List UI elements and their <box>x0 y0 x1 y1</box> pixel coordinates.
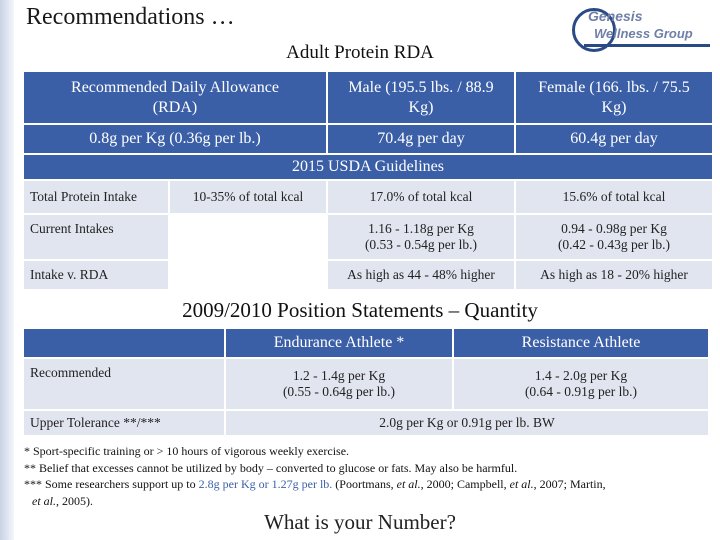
footnote-3-etal-1: et al. <box>396 477 421 491</box>
endurance-recommended-lb: (0.55 - 0.64g per lb.) <box>282 384 396 399</box>
footnote-3-etal-2: et al. <box>509 477 534 491</box>
footnote-2: ** Belief that excesses cannot be utiliz… <box>24 460 518 475</box>
footnote-3-continued: et al., 2005). <box>24 493 714 510</box>
male-rda-cell: 70.4g per day <box>328 125 514 153</box>
current-intakes-label: Current Intakes <box>30 221 114 236</box>
current-intakes-male-kg: 1.16 - 1.18g per Kg <box>368 220 474 236</box>
total-protein-male: 17.0% of total kcal <box>369 188 473 204</box>
footnote-3-etal-3: et al. <box>32 493 56 508</box>
intake-v-rda-male: As high as 44 - 48% higher <box>347 266 495 282</box>
total-protein-female-cell: 15.6% of total kcal <box>516 181 712 213</box>
footnote-3-part-f: , 2005). <box>56 493 93 508</box>
rda-value-cell: 0.8g per Kg (0.36g per lb.) <box>24 125 326 153</box>
slide-title: Recommendations … <box>26 4 235 30</box>
upper-tolerance-label: Upper Tolerance **/*** <box>30 414 161 430</box>
upper-tolerance-value: 2.0g per Kg or 0.91g per lb. BW <box>379 414 555 430</box>
current-intakes-female-cell: 0.94 - 0.98g per Kg (0.42 - 0.43g per lb… <box>516 215 712 259</box>
total-protein-label: Total Protein Intake <box>30 188 138 204</box>
intake-v-rda-label: Intake v. RDA <box>30 266 109 282</box>
endurance-recommended-cell: 1.2 - 1.4g per Kg (0.55 - 0.64g per lb.) <box>226 359 452 409</box>
closing-question: What is your Number? <box>264 510 456 534</box>
resistance-header-cell: Resistance Athlete <box>454 329 708 357</box>
logo-text-line2: Wellness Group <box>594 26 693 41</box>
recommended-label-cell: Recommended <box>24 359 224 409</box>
total-protein-male-cell: 17.0% of total kcal <box>328 181 514 213</box>
current-intakes-female-lb: (0.42 - 0.43g per lb.) <box>557 237 671 252</box>
rda-header-cell: Recommended Daily Allowance (RDA) <box>24 72 326 123</box>
female-rda-value: 60.4g per day <box>570 130 658 148</box>
logo-ring-icon <box>572 8 616 52</box>
male-header-cell: Male (195.5 lbs. / 88.9 Kg) <box>328 72 514 123</box>
recommended-label: Recommended <box>30 365 111 380</box>
male-rda-value: 70.4g per day <box>377 130 465 148</box>
footnote-1: * Sport-specific training or > 10 hours … <box>24 444 350 458</box>
resistance-recommended-cell: 1.4 - 2.0g per Kg (0.64 - 0.91g per lb.) <box>454 359 708 409</box>
guidelines-header: 2015 USDA Guidelines <box>24 155 712 179</box>
position-statements-title: 2009/2010 Position Statements – Quantity <box>182 298 538 322</box>
resistance-header: Resistance Athlete <box>521 334 641 352</box>
upper-tolerance-value-cell: 2.0g per Kg or 0.91g per lb. BW <box>226 411 708 435</box>
footnote-3: *** Some researchers support up to 2.8g … <box>24 476 714 493</box>
rda-header-label: Recommended Daily Allowance (RDA) <box>71 79 279 116</box>
logo-underline <box>584 44 710 47</box>
resistance-recommended-kg: 1.4 - 2.0g per Kg <box>534 367 628 383</box>
female-rda-cell: 60.4g per day <box>516 125 712 153</box>
intake-v-rda-range-cell <box>170 261 326 289</box>
endurance-header-cell: Endurance Athlete * <box>226 329 452 357</box>
footnote-3-part-d: , 2000; Campbell, <box>420 477 510 491</box>
position-header-blank <box>24 329 224 357</box>
footnotes: * Sport-specific training or > 10 hours … <box>24 443 714 509</box>
footnote-3-part-e: , 2007; Martin, <box>533 477 606 491</box>
guidelines-header-label: 2015 USDA Guidelines <box>292 158 444 176</box>
current-intakes-range-cell <box>170 215 326 259</box>
total-protein-female: 15.6% of total kcal <box>562 188 666 204</box>
footnote-3-highlight: 2.8g per Kg or 1.27g per lb. <box>198 477 333 491</box>
rda-value: 0.8g per Kg (0.36g per lb.) <box>89 130 261 148</box>
logo: Genesis Wellness Group <box>570 6 718 56</box>
female-header-cell: Female (166. lbs. / 75.5 Kg) <box>516 72 712 123</box>
intake-v-rda-female: As high as 18 - 20% higher <box>540 266 688 282</box>
intake-v-rda-male-cell: As high as 44 - 48% higher <box>328 261 514 289</box>
total-protein-range-cell: 10-35% of total kcal <box>170 181 326 213</box>
total-protein-label-cell: Total Protein Intake <box>24 181 168 213</box>
current-intakes-label-cell: Current Intakes <box>24 215 168 259</box>
footnote-3-part-a: *** Some researchers support up to <box>24 477 199 491</box>
left-accent-bar <box>0 0 14 540</box>
current-intakes-female-kg: 0.94 - 0.98g per Kg <box>561 220 667 236</box>
upper-tolerance-label-cell: Upper Tolerance **/*** <box>24 411 224 435</box>
endurance-header: Endurance Athlete * <box>273 334 405 352</box>
intake-v-rda-label-cell: Intake v. RDA <box>24 261 168 289</box>
resistance-recommended-lb: (0.64 - 0.91g per lb.) <box>524 384 638 399</box>
logo-text-line1: Genesis <box>588 8 643 24</box>
total-protein-range: 10-35% of total kcal <box>192 188 304 204</box>
slide-subtitle: Adult Protein RDA <box>286 42 434 63</box>
intake-v-rda-female-cell: As high as 18 - 20% higher <box>516 261 712 289</box>
female-header-label: Female (166. lbs. / 75.5 Kg) <box>538 79 690 116</box>
footnote-3-part-c: (Poortmans, <box>332 477 397 491</box>
male-header-label: Male (195.5 lbs. / 88.9 Kg) <box>348 79 494 116</box>
current-intakes-male-cell: 1.16 - 1.18g per Kg (0.53 - 0.54g per lb… <box>328 215 514 259</box>
endurance-recommended-kg: 1.2 - 1.4g per Kg <box>292 367 386 383</box>
current-intakes-male-lb: (0.53 - 0.54g per lb.) <box>364 237 478 252</box>
